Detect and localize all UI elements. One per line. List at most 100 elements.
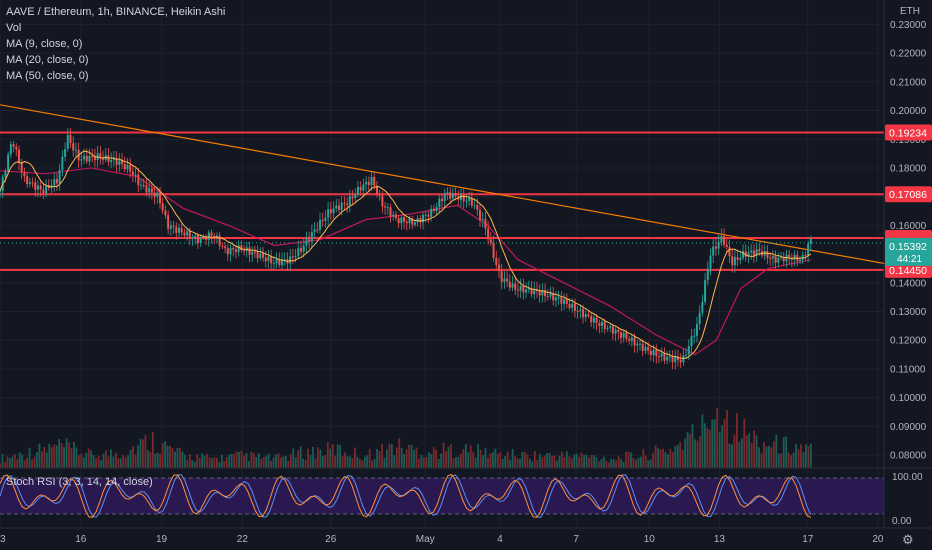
volume-bar bbox=[105, 450, 107, 468]
volume-bar bbox=[506, 451, 509, 468]
volume-bar bbox=[191, 460, 194, 468]
volume-bar bbox=[186, 460, 189, 468]
candle-body bbox=[153, 192, 156, 197]
oscillator-tick-label: 0.00 bbox=[892, 516, 912, 527]
volume-bar bbox=[346, 456, 349, 468]
candle-body bbox=[595, 317, 598, 324]
candle-body bbox=[630, 337, 633, 341]
candle-body bbox=[259, 253, 262, 259]
candle-body bbox=[213, 235, 216, 237]
candle-body bbox=[240, 245, 243, 251]
candle-body bbox=[31, 182, 34, 184]
candle-body bbox=[506, 278, 509, 282]
symbol-title[interactable]: AAVE / Ethereum, 1h, BINANCE, Heikin Ash… bbox=[6, 6, 226, 18]
candle-body bbox=[628, 338, 631, 341]
candle-body bbox=[253, 251, 256, 253]
volume-bar bbox=[398, 438, 401, 468]
volume-bar bbox=[721, 425, 724, 468]
candle-body bbox=[310, 232, 313, 242]
volume-bar bbox=[378, 451, 381, 468]
volume-bar bbox=[809, 443, 812, 468]
volume-bar bbox=[686, 432, 689, 468]
candle-body bbox=[522, 285, 525, 293]
volume-bar bbox=[792, 452, 795, 468]
legend-ma-9[interactable]: MA (9, close, 0) bbox=[6, 38, 83, 50]
volume-bar bbox=[58, 439, 61, 468]
legend-vol[interactable]: Vol bbox=[6, 22, 22, 34]
level-price-label: 0.17086 bbox=[889, 189, 927, 201]
volume-bar bbox=[329, 448, 332, 468]
volume-bar bbox=[482, 455, 484, 468]
candle-body bbox=[549, 293, 552, 297]
volume-bar bbox=[297, 450, 300, 468]
volume-bar bbox=[11, 456, 14, 468]
volume-bar bbox=[250, 451, 253, 468]
volume-bar bbox=[90, 450, 93, 468]
candle-body bbox=[435, 207, 438, 212]
volume-bar bbox=[726, 409, 728, 468]
volume-bar bbox=[107, 456, 110, 468]
volume-bar bbox=[790, 455, 793, 468]
candle-body bbox=[408, 218, 411, 224]
candle-body bbox=[169, 225, 172, 229]
volume-bar bbox=[543, 455, 546, 468]
volume-bar bbox=[777, 453, 780, 468]
candle-body bbox=[590, 315, 593, 323]
time-tick-label: 7 bbox=[573, 534, 579, 545]
volume-bar bbox=[768, 445, 770, 468]
candle-body bbox=[416, 218, 419, 223]
candle-body bbox=[142, 184, 145, 186]
chart-legend: AAVE / Ethereum, 1h, BINANCE, Heikin Ash… bbox=[6, 4, 225, 84]
candle-body bbox=[53, 179, 56, 186]
candle-body bbox=[359, 186, 362, 191]
volume-bar bbox=[299, 446, 302, 468]
volume-bar bbox=[723, 419, 726, 468]
candle-body bbox=[202, 236, 205, 238]
stoch-rsi-label[interactable]: Stoch RSI (3, 3, 14, 14, close) bbox=[6, 476, 153, 488]
candle-body bbox=[351, 196, 354, 199]
candle-body bbox=[769, 257, 772, 259]
candle-body bbox=[316, 229, 319, 231]
volume-bar bbox=[679, 442, 682, 468]
legend-ma-20[interactable]: MA (20, close, 0) bbox=[6, 54, 89, 66]
volume-bar bbox=[575, 453, 578, 468]
volume-bar bbox=[464, 444, 467, 468]
volume-bar bbox=[669, 448, 672, 468]
volume-bar bbox=[73, 441, 75, 468]
candle-body bbox=[148, 188, 151, 193]
volume-bar bbox=[805, 444, 807, 468]
candle-body bbox=[234, 249, 237, 253]
candle-body bbox=[167, 215, 170, 229]
candle-body bbox=[281, 259, 284, 266]
volume-bar bbox=[430, 454, 433, 468]
volume-bar bbox=[435, 449, 438, 468]
candle-body bbox=[752, 250, 755, 256]
candle-body bbox=[777, 257, 780, 263]
volume-bar bbox=[363, 456, 366, 468]
candle-body bbox=[546, 296, 549, 298]
volume-bar bbox=[361, 460, 364, 468]
last-price-tag: 0.15392 bbox=[889, 241, 927, 253]
candle-body bbox=[533, 288, 536, 295]
candle-body bbox=[657, 356, 660, 358]
candle-body bbox=[733, 257, 736, 266]
volume-bar bbox=[294, 457, 297, 468]
candle-body bbox=[362, 184, 365, 191]
candle-body bbox=[354, 194, 357, 199]
candle-body bbox=[587, 314, 590, 316]
candle-body bbox=[85, 155, 88, 162]
volume-bar bbox=[556, 460, 558, 468]
volume-bar bbox=[102, 453, 105, 468]
candle-body bbox=[15, 146, 18, 150]
volume-bar bbox=[21, 454, 24, 468]
volume-bar bbox=[630, 452, 632, 468]
candle-body bbox=[698, 312, 701, 325]
volume-bar bbox=[292, 448, 295, 468]
candle-body bbox=[468, 198, 471, 201]
settings-icon: ⚙ bbox=[902, 532, 914, 547]
legend-ma-50[interactable]: MA (50, close, 0) bbox=[6, 70, 89, 82]
time-tick-label: 20 bbox=[872, 534, 884, 545]
volume-bar bbox=[92, 454, 95, 468]
volume-bar bbox=[386, 449, 388, 468]
